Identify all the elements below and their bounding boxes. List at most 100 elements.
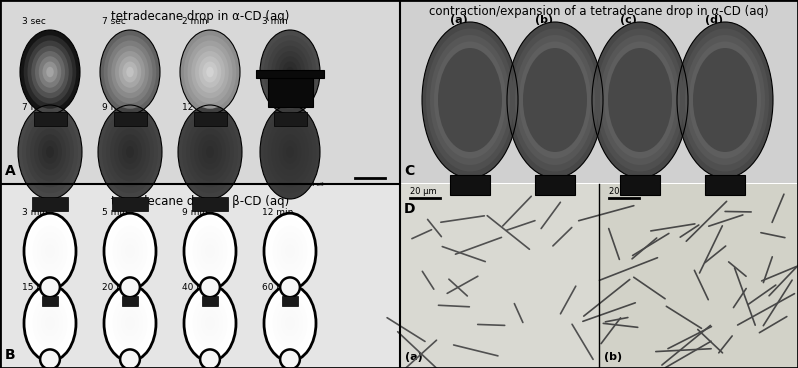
Ellipse shape	[273, 226, 307, 276]
Ellipse shape	[685, 35, 765, 165]
Text: 2 min: 2 min	[182, 17, 207, 26]
Ellipse shape	[286, 146, 294, 158]
Bar	[274, 112, 306, 126]
Ellipse shape	[22, 111, 78, 193]
Ellipse shape	[282, 238, 298, 264]
Ellipse shape	[628, 81, 652, 120]
Ellipse shape	[271, 46, 309, 98]
Text: 3 min: 3 min	[22, 208, 48, 217]
Bar	[1, 184, 399, 367]
Text: 3 min: 3 min	[262, 17, 288, 26]
Ellipse shape	[438, 48, 502, 152]
Ellipse shape	[515, 35, 595, 165]
Ellipse shape	[596, 28, 684, 171]
Ellipse shape	[184, 213, 236, 289]
Ellipse shape	[282, 140, 298, 164]
Ellipse shape	[282, 311, 298, 336]
Ellipse shape	[34, 128, 66, 176]
Ellipse shape	[275, 51, 305, 93]
Ellipse shape	[35, 51, 65, 93]
Ellipse shape	[118, 134, 142, 170]
Ellipse shape	[466, 93, 474, 106]
Ellipse shape	[267, 40, 313, 103]
Ellipse shape	[197, 304, 223, 342]
Ellipse shape	[109, 220, 152, 283]
Ellipse shape	[458, 81, 482, 120]
Ellipse shape	[123, 61, 137, 82]
Ellipse shape	[697, 54, 753, 145]
Ellipse shape	[29, 220, 72, 283]
Ellipse shape	[115, 51, 145, 93]
Ellipse shape	[106, 117, 154, 187]
Ellipse shape	[46, 146, 54, 158]
Text: 12 min: 12 min	[262, 208, 294, 217]
Ellipse shape	[201, 311, 219, 336]
Ellipse shape	[535, 67, 575, 132]
Ellipse shape	[195, 51, 225, 93]
Ellipse shape	[450, 67, 490, 132]
Text: 60 min: 60 min	[262, 283, 294, 292]
Ellipse shape	[33, 226, 67, 276]
Ellipse shape	[188, 40, 232, 103]
Ellipse shape	[592, 22, 688, 178]
Ellipse shape	[202, 140, 218, 164]
Ellipse shape	[42, 140, 58, 164]
Text: 7 min: 7 min	[22, 103, 48, 112]
Text: A: A	[5, 164, 16, 178]
Ellipse shape	[260, 30, 320, 114]
Ellipse shape	[426, 28, 514, 171]
Ellipse shape	[701, 61, 749, 139]
Ellipse shape	[24, 285, 76, 361]
Bar	[1, 1, 399, 183]
Ellipse shape	[29, 291, 72, 355]
Ellipse shape	[37, 232, 63, 270]
Ellipse shape	[286, 67, 294, 77]
Text: B: B	[5, 348, 16, 362]
Ellipse shape	[713, 81, 737, 120]
Ellipse shape	[286, 245, 294, 258]
Ellipse shape	[264, 35, 316, 109]
Ellipse shape	[192, 46, 229, 98]
Ellipse shape	[612, 54, 668, 145]
Ellipse shape	[282, 61, 298, 82]
Text: (d): (d)	[705, 15, 723, 25]
Ellipse shape	[434, 42, 506, 159]
Ellipse shape	[201, 238, 219, 264]
Bar	[192, 197, 227, 211]
Text: contraction/expansion of a tetradecane drop in α-CD (aq): contraction/expansion of a tetradecane d…	[429, 5, 768, 18]
Ellipse shape	[507, 22, 603, 178]
Ellipse shape	[100, 30, 160, 114]
Text: 9 min: 9 min	[102, 103, 128, 112]
Text: tetradecane drop in α-CD (aq): tetradecane drop in α-CD (aq)	[111, 10, 289, 23]
Ellipse shape	[27, 40, 73, 103]
Ellipse shape	[111, 46, 148, 98]
Ellipse shape	[717, 87, 733, 113]
Ellipse shape	[198, 134, 222, 170]
Ellipse shape	[184, 285, 236, 361]
Ellipse shape	[721, 93, 729, 106]
Ellipse shape	[194, 128, 226, 176]
Ellipse shape	[260, 105, 320, 199]
Ellipse shape	[543, 81, 567, 120]
Ellipse shape	[122, 140, 138, 164]
Bar	[267, 75, 313, 107]
Bar	[122, 296, 138, 306]
Ellipse shape	[422, 22, 518, 178]
Ellipse shape	[286, 317, 294, 329]
Ellipse shape	[446, 61, 494, 139]
Bar	[202, 296, 218, 306]
Bar	[450, 175, 490, 195]
Ellipse shape	[547, 87, 563, 113]
Ellipse shape	[551, 93, 559, 106]
Ellipse shape	[693, 48, 757, 152]
Circle shape	[280, 277, 300, 297]
Ellipse shape	[709, 74, 741, 126]
Ellipse shape	[271, 123, 309, 181]
Ellipse shape	[18, 105, 82, 199]
Ellipse shape	[206, 146, 214, 158]
Ellipse shape	[197, 232, 223, 270]
Ellipse shape	[268, 220, 312, 283]
Text: 20 μm: 20 μm	[609, 187, 636, 196]
Ellipse shape	[632, 87, 648, 113]
Ellipse shape	[199, 56, 221, 88]
